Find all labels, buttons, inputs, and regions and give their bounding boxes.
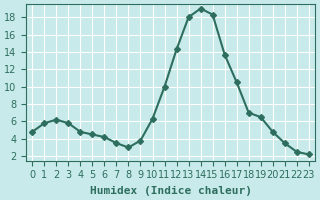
X-axis label: Humidex (Indice chaleur): Humidex (Indice chaleur) [90,186,252,196]
